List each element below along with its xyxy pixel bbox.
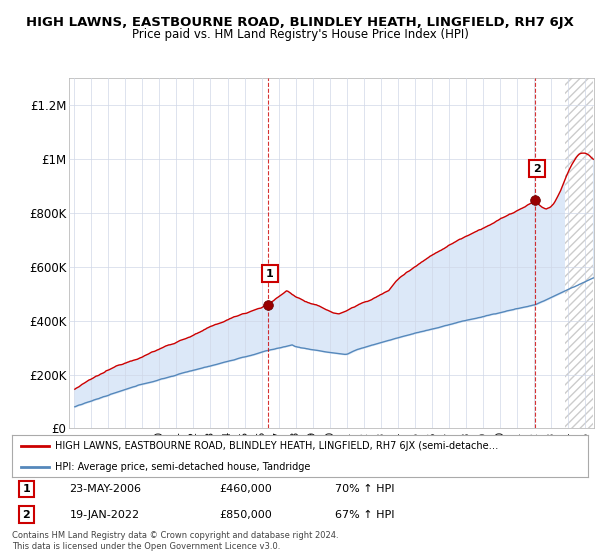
Text: 2: 2 [23,510,30,520]
Text: HIGH LAWNS, EASTBOURNE ROAD, BLINDLEY HEATH, LINGFIELD, RH7 6JX (semi-detache…: HIGH LAWNS, EASTBOURNE ROAD, BLINDLEY HE… [55,441,499,451]
Text: 2: 2 [533,164,541,174]
Text: 67% ↑ HPI: 67% ↑ HPI [335,510,394,520]
Text: 19-JAN-2022: 19-JAN-2022 [70,510,140,520]
Text: HIGH LAWNS, EASTBOURNE ROAD, BLINDLEY HEATH, LINGFIELD, RH7 6JX: HIGH LAWNS, EASTBOURNE ROAD, BLINDLEY HE… [26,16,574,29]
Text: 23-MAY-2006: 23-MAY-2006 [70,484,142,494]
Text: 1: 1 [23,484,30,494]
Text: 70% ↑ HPI: 70% ↑ HPI [335,484,394,494]
Text: 1: 1 [266,269,274,278]
Text: This data is licensed under the Open Government Licence v3.0.: This data is licensed under the Open Gov… [12,542,280,551]
Text: Price paid vs. HM Land Registry's House Price Index (HPI): Price paid vs. HM Land Registry's House … [131,28,469,41]
Text: £460,000: £460,000 [220,484,272,494]
Text: HPI: Average price, semi-detached house, Tandridge: HPI: Average price, semi-detached house,… [55,461,311,472]
Text: £850,000: £850,000 [220,510,272,520]
Text: Contains HM Land Registry data © Crown copyright and database right 2024.: Contains HM Land Registry data © Crown c… [12,531,338,540]
